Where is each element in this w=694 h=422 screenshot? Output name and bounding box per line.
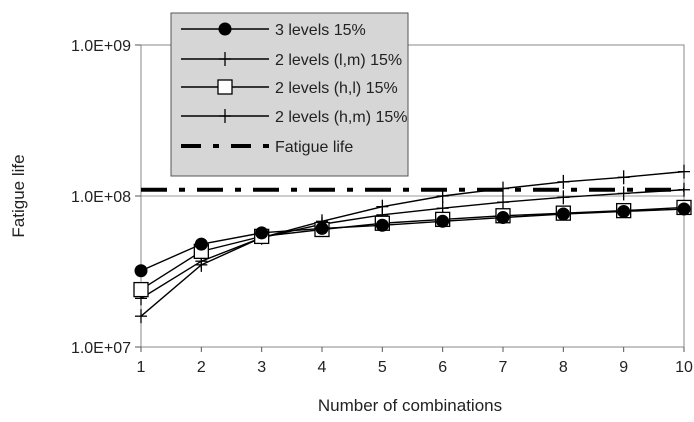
x-tick-label: 8 [559,359,568,376]
series-layer [133,164,692,324]
data-point-2 [133,281,149,298]
x-axis-label: Number of combinations [318,396,502,415]
legend-box [170,12,409,177]
legend-marker-2 [217,79,233,95]
legend-label-0: 3 levels 15% [275,22,366,39]
legend-marker-0 [218,22,232,36]
x-tick-label: 1 [137,359,146,376]
x-tick-label: 10 [675,359,693,376]
series-line-3 [140,189,685,299]
legend-label-4: Fatigue life [275,139,353,156]
data-point-0 [496,211,510,225]
series-line-2 [140,206,685,291]
x-tick-label: 4 [318,359,327,376]
x-tick-label: 6 [438,359,447,376]
data-point-0 [375,218,389,232]
x-tick-label: 9 [619,359,628,376]
data-point-0 [315,221,329,235]
y-axis-label: Fatigue life [9,154,28,237]
data-point-0 [194,237,208,251]
x-tick-label: 5 [378,359,387,376]
y-tick-label: 1.0E+09 [71,38,131,55]
data-point-0 [556,207,570,221]
y-tick-label: 1.0E+07 [71,340,131,357]
y-tick-label: 1.0E+08 [71,189,131,206]
series-0 [134,202,691,278]
axis-layer: 1.0E+07 1.0E+08 1.0E+09 1 2 3 4 5 6 7 8 9 10 [71,38,693,376]
data-point-0 [677,202,691,216]
legend-label-1: 2 levels (l,m) 15% [275,52,402,69]
series-line-0 [140,208,685,272]
data-point-0 [617,204,631,218]
x-tick-label: 3 [257,359,266,376]
legend-label-3: 2 levels (h,m) 15% [275,109,408,126]
data-point-0 [134,264,148,278]
legend-label-2: 2 levels (h,l) 15% [275,80,398,97]
data-point-0 [255,226,269,240]
series-line-1 [140,170,685,317]
x-tick-label: 7 [499,359,508,376]
x-tick-label: 2 [197,359,206,376]
legend: 3 levels 15% 2 levels (l,m) 15% 2 levels (… [170,12,409,177]
data-point-0 [436,214,450,228]
